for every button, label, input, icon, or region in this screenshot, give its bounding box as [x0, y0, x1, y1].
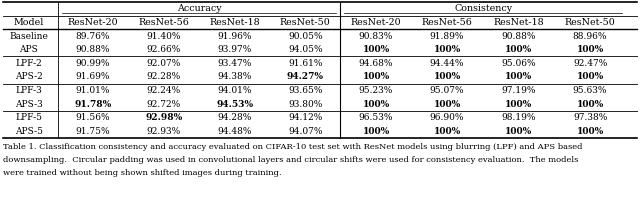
Text: LPF-3: LPF-3 [15, 86, 42, 95]
Text: 91.78%: 91.78% [74, 99, 111, 109]
Text: 92.07%: 92.07% [147, 59, 181, 68]
Text: downsampling.  Circular padding was used in convolutional layers and circular sh: downsampling. Circular padding was used … [3, 156, 579, 164]
Text: 100%: 100% [577, 99, 604, 109]
Text: 100%: 100% [577, 72, 604, 81]
Text: 94.27%: 94.27% [287, 72, 324, 81]
Text: 96.53%: 96.53% [359, 113, 393, 122]
Text: 100%: 100% [577, 45, 604, 54]
Text: 92.93%: 92.93% [147, 127, 181, 136]
Text: 94.48%: 94.48% [218, 127, 252, 136]
Text: Accuracy: Accuracy [177, 4, 221, 13]
Text: 100%: 100% [362, 72, 390, 81]
Text: 91.40%: 91.40% [147, 32, 181, 41]
Text: 91.61%: 91.61% [288, 59, 323, 68]
Text: APS-2: APS-2 [15, 72, 43, 81]
Text: 95.63%: 95.63% [573, 86, 607, 95]
Text: 96.90%: 96.90% [430, 113, 464, 122]
Text: 92.72%: 92.72% [147, 99, 181, 109]
Text: 94.53%: 94.53% [216, 99, 253, 109]
Text: 93.97%: 93.97% [218, 45, 252, 54]
Text: 92.24%: 92.24% [147, 86, 181, 95]
Text: APS-3: APS-3 [15, 99, 43, 109]
Text: 100%: 100% [505, 72, 532, 81]
Text: 92.47%: 92.47% [573, 59, 607, 68]
Text: 94.12%: 94.12% [288, 113, 323, 122]
Text: 100%: 100% [362, 99, 390, 109]
Text: 97.19%: 97.19% [501, 86, 536, 95]
Text: 95.06%: 95.06% [501, 59, 536, 68]
Text: ResNet-56: ResNet-56 [422, 18, 472, 27]
Text: 100%: 100% [433, 45, 461, 54]
Text: 97.38%: 97.38% [573, 113, 607, 122]
Text: 92.66%: 92.66% [147, 45, 181, 54]
Text: 94.01%: 94.01% [218, 86, 252, 95]
Text: 94.05%: 94.05% [288, 45, 323, 54]
Text: 93.80%: 93.80% [288, 99, 323, 109]
Text: 91.96%: 91.96% [218, 32, 252, 41]
Text: 98.19%: 98.19% [501, 113, 536, 122]
Text: 100%: 100% [505, 127, 532, 136]
Text: 93.65%: 93.65% [288, 86, 323, 95]
Text: Model: Model [13, 18, 44, 27]
Text: 92.98%: 92.98% [145, 113, 182, 122]
Text: 91.69%: 91.69% [76, 72, 110, 81]
Text: ResNet-20: ResNet-20 [67, 18, 118, 27]
Text: 93.47%: 93.47% [218, 59, 252, 68]
Text: 91.75%: 91.75% [76, 127, 110, 136]
Text: 90.05%: 90.05% [288, 32, 323, 41]
Text: ResNet-18: ResNet-18 [209, 18, 260, 27]
Text: 95.23%: 95.23% [359, 86, 393, 95]
Text: 91.01%: 91.01% [76, 86, 110, 95]
Text: Consistency: Consistency [454, 4, 512, 13]
Text: APS-5: APS-5 [15, 127, 43, 136]
Text: 100%: 100% [433, 72, 461, 81]
Text: 90.88%: 90.88% [501, 32, 536, 41]
Text: Table 1. Classification consistency and accuracy evaluated on CIFAR-10 test set : Table 1. Classification consistency and … [3, 143, 582, 151]
Text: 100%: 100% [505, 99, 532, 109]
Text: 100%: 100% [433, 99, 461, 109]
Text: ResNet-20: ResNet-20 [351, 18, 401, 27]
Text: ResNet-56: ResNet-56 [138, 18, 189, 27]
Text: Baseline: Baseline [10, 32, 48, 41]
Text: 90.88%: 90.88% [76, 45, 110, 54]
Text: 100%: 100% [577, 127, 604, 136]
Text: 88.96%: 88.96% [573, 32, 607, 41]
Text: 94.07%: 94.07% [288, 127, 323, 136]
Text: 100%: 100% [362, 127, 390, 136]
Text: 90.99%: 90.99% [76, 59, 110, 68]
Text: LPF-2: LPF-2 [15, 59, 42, 68]
Text: 94.28%: 94.28% [218, 113, 252, 122]
Text: ResNet-18: ResNet-18 [493, 18, 544, 27]
Text: 89.76%: 89.76% [76, 32, 110, 41]
Text: 94.68%: 94.68% [359, 59, 393, 68]
Text: 100%: 100% [362, 45, 390, 54]
Text: 92.28%: 92.28% [147, 72, 181, 81]
Text: 90.83%: 90.83% [359, 32, 393, 41]
Text: were trained without being shown shifted images during training.: were trained without being shown shifted… [3, 169, 282, 177]
Text: 100%: 100% [505, 45, 532, 54]
Text: 100%: 100% [433, 127, 461, 136]
Text: 91.56%: 91.56% [76, 113, 110, 122]
Text: ResNet-50: ResNet-50 [564, 18, 616, 27]
Text: LPF-5: LPF-5 [15, 113, 42, 122]
Text: 94.38%: 94.38% [218, 72, 252, 81]
Text: 94.44%: 94.44% [430, 59, 464, 68]
Text: APS: APS [19, 45, 38, 54]
Text: ResNet-50: ResNet-50 [280, 18, 331, 27]
Text: 91.89%: 91.89% [430, 32, 464, 41]
Text: 95.07%: 95.07% [429, 86, 465, 95]
